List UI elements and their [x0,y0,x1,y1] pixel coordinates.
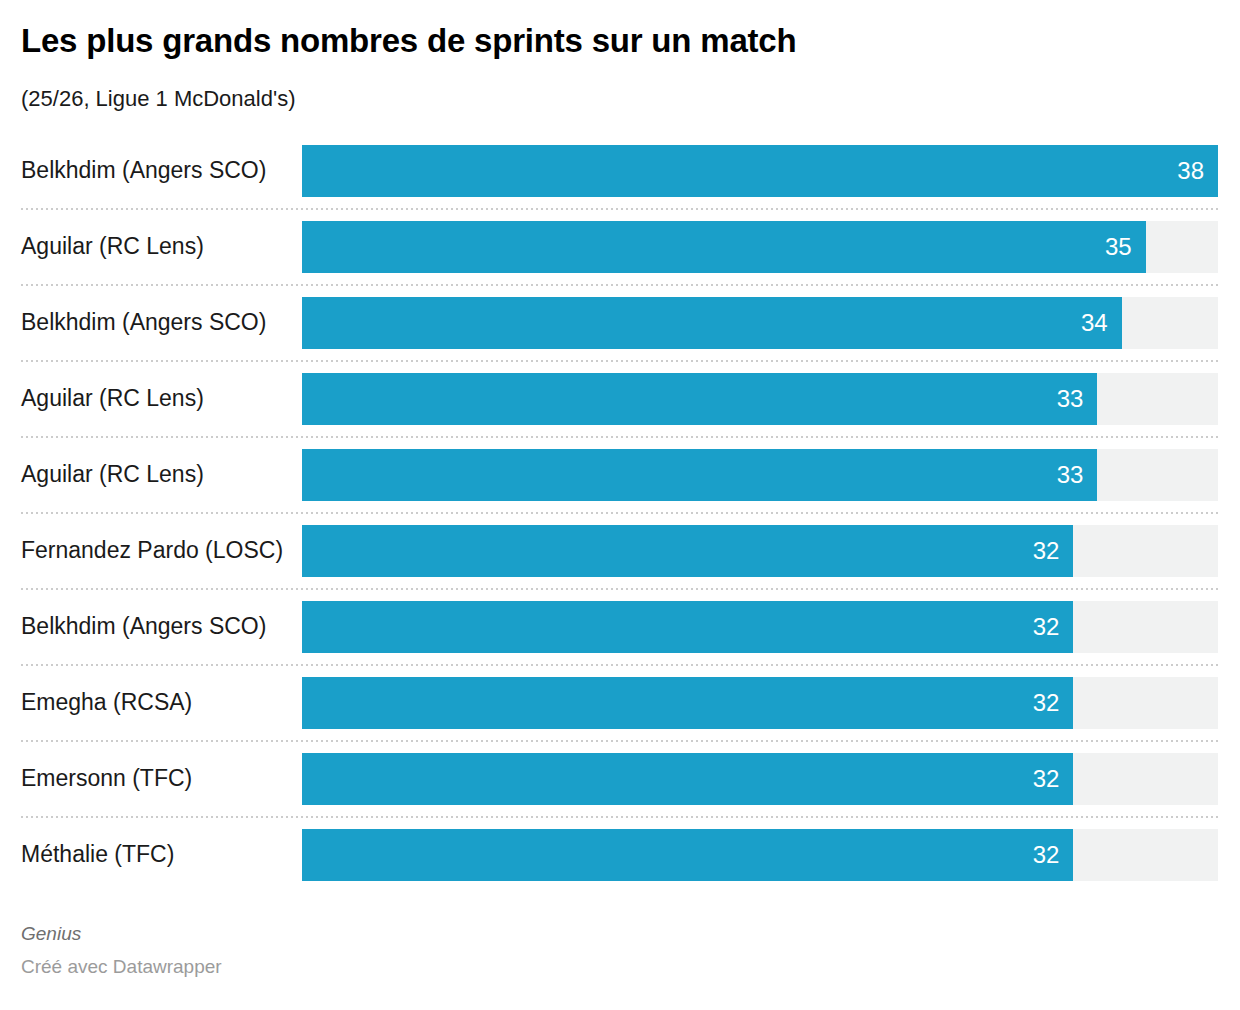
value-label: 38 [1177,157,1218,185]
value-label: 32 [1033,689,1074,717]
value-label: 32 [1033,537,1074,565]
value-label: 33 [1057,461,1098,489]
row-separator [21,664,1218,666]
category-label: Emersonn (TFC) [21,765,302,792]
category-label: Aguilar (RC Lens) [21,461,302,488]
chart-subtitle: (25/26, Ligue 1 McDonald's) [21,84,1218,114]
bar-track: 34 [302,297,1218,349]
chart-card: Les plus grands nombres de sprints sur u… [0,0,1240,1010]
row-separator [21,360,1218,362]
bar-track: 32 [302,829,1218,881]
chart-row: Aguilar (RC Lens) 35 [21,209,1218,285]
bar: 33 [302,373,1097,425]
bar: 35 [302,221,1146,273]
chart-row: Aguilar (RC Lens) 33 [21,437,1218,513]
category-label: Belkhdim (Angers SCO) [21,309,302,336]
bar-track: 33 [302,373,1218,425]
row-separator [21,284,1218,286]
bar-track: 32 [302,601,1218,653]
bar: 32 [302,753,1073,805]
category-label: Aguilar (RC Lens) [21,233,302,260]
chart-row: Aguilar (RC Lens) 33 [21,361,1218,437]
bar: 32 [302,829,1073,881]
bar-track: 32 [302,753,1218,805]
category-label: Aguilar (RC Lens) [21,385,302,412]
chart-row: Belkhdim (Angers SCO) 34 [21,285,1218,361]
chart-row: Fernandez Pardo (LOSC) 32 [21,513,1218,589]
bar: 32 [302,601,1073,653]
row-separator [21,512,1218,514]
value-label: 34 [1081,309,1122,337]
category-label: Emegha (RCSA) [21,689,302,716]
value-label: 32 [1033,841,1074,869]
row-separator [21,816,1218,818]
bar: 32 [302,525,1073,577]
chart-row: Belkhdim (Angers SCO) 38 [21,133,1218,209]
row-separator [21,436,1218,438]
value-label: 32 [1033,765,1074,793]
bar-track: 32 [302,677,1218,729]
row-separator [21,588,1218,590]
bar: 33 [302,449,1097,501]
row-separator [21,208,1218,210]
bar-chart: Belkhdim (Angers SCO) 38 Aguilar (RC Lens)… [21,133,1218,893]
category-label: Fernandez Pardo (LOSC) [21,537,302,564]
bar-track: 35 [302,221,1218,273]
bar-rows: Belkhdim (Angers SCO) 38 Aguilar (RC Lens)… [21,133,1218,893]
chart-row: Méthalie (TFC) 32 [21,817,1218,893]
bar: 34 [302,297,1122,349]
value-label: 33 [1057,385,1098,413]
bar: 38 [302,145,1218,197]
value-label: 32 [1033,613,1074,641]
category-label: Belkhdim (Angers SCO) [21,613,302,640]
chart-row: Belkhdim (Angers SCO) 32 [21,589,1218,665]
bar-track: 32 [302,525,1218,577]
category-label: Méthalie (TFC) [21,841,302,868]
byline: Genius [21,923,1218,945]
row-separator [21,740,1218,742]
datawrapper-credit: Créé avec Datawrapper [21,956,1218,978]
category-label: Belkhdim (Angers SCO) [21,157,302,184]
bar: 32 [302,677,1073,729]
value-label: 35 [1105,233,1146,261]
bar-track: 38 [302,145,1218,197]
chart-row: Emersonn (TFC) 32 [21,741,1218,817]
bar-track: 33 [302,449,1218,501]
chart-title: Les plus grands nombres de sprints sur u… [21,20,1218,61]
chart-row: Emegha (RCSA) 32 [21,665,1218,741]
